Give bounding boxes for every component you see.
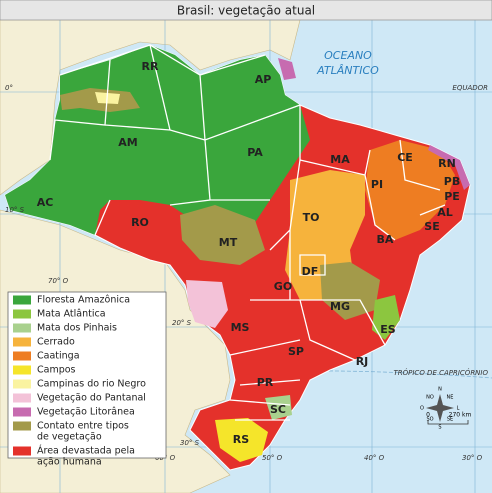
legend-label: Caatinga bbox=[37, 351, 80, 362]
state-label: CE bbox=[397, 151, 413, 164]
state-label: AL bbox=[437, 206, 453, 219]
state-borders bbox=[49, 44, 446, 421]
legend-label: Vegetação do Pantanal bbox=[37, 393, 146, 404]
legend-label: Vegetação Litorânea bbox=[37, 407, 135, 418]
legend-label: Campinas do rio Negro bbox=[37, 379, 146, 390]
state-label: RJ bbox=[356, 355, 369, 368]
state-label: AP bbox=[255, 73, 272, 86]
coordinate-label: 70° O bbox=[48, 277, 69, 285]
compass-rose bbox=[426, 394, 454, 422]
compass-point: S bbox=[438, 425, 441, 431]
compass-point: NO bbox=[426, 395, 434, 401]
title: Brasil: vegetação atual bbox=[177, 4, 315, 18]
compass-point: L bbox=[457, 406, 460, 412]
pantanal bbox=[186, 280, 228, 328]
legend-box bbox=[7, 291, 167, 459]
state-label: AC bbox=[37, 196, 54, 209]
state-label: PB bbox=[444, 175, 460, 188]
legend-swatch bbox=[13, 393, 31, 403]
scale-label: 0 bbox=[426, 412, 430, 419]
title-bar bbox=[0, 0, 492, 21]
tropic-label: TRÓPICO DE CAPRICÓRNIO bbox=[394, 368, 489, 377]
compass-point: SE bbox=[447, 417, 453, 423]
state-label: PA bbox=[247, 146, 263, 159]
coordinate-label: 30° O bbox=[462, 454, 483, 462]
legend-swatch bbox=[13, 309, 31, 319]
coordinate-label: 0° bbox=[5, 84, 13, 92]
state-label: PR bbox=[257, 376, 274, 389]
legend: Floresta Amazônica Mata Atlântica Mata dos… bbox=[7, 291, 167, 468]
scale-label: 270 km bbox=[449, 412, 472, 419]
legend-swatch bbox=[13, 421, 31, 431]
state-label: GO bbox=[274, 280, 292, 293]
legend-label: Floresta Amazônica bbox=[37, 295, 130, 306]
ocean-label: ATLÂNTICO bbox=[316, 64, 379, 77]
legend-swatch bbox=[13, 337, 31, 347]
coastal-vegetation bbox=[278, 58, 296, 80]
legend-label: de vegetação bbox=[37, 432, 102, 443]
state-label: MG bbox=[330, 300, 350, 313]
state-label: RR bbox=[142, 60, 159, 73]
state-label: RS bbox=[233, 433, 249, 446]
legend-label: Contato entre tipos bbox=[37, 421, 129, 432]
coordinate-label: 20° S bbox=[172, 319, 192, 327]
legend-swatch bbox=[13, 323, 31, 333]
coordinate-label: 40° O bbox=[364, 454, 385, 462]
compass-point: O bbox=[420, 406, 424, 412]
atlantic-forest bbox=[372, 295, 400, 340]
compass-point: SO bbox=[426, 417, 433, 423]
state-label: MS bbox=[231, 321, 250, 334]
legend-label: Campos bbox=[37, 365, 76, 376]
state-label: BA bbox=[377, 233, 394, 246]
coordinate-label: 10° S bbox=[5, 206, 25, 214]
campos bbox=[215, 418, 268, 462]
state-label: PI bbox=[371, 178, 383, 191]
ocean-label: OCEANO bbox=[324, 49, 372, 62]
legend-label: Mata Atlântica bbox=[37, 309, 106, 320]
coastal-vegetation bbox=[428, 145, 470, 190]
state-label: DF bbox=[302, 265, 319, 278]
legend-label: ação humana bbox=[37, 457, 102, 468]
state-label: MT bbox=[219, 236, 238, 249]
state-label: RO bbox=[131, 216, 149, 229]
legend-label: Cerrado bbox=[37, 337, 75, 348]
legend-swatch bbox=[13, 295, 31, 305]
state-label: AM bbox=[118, 136, 137, 149]
compass: N NE L SE S SO O NO bbox=[420, 387, 460, 431]
state-label: PE bbox=[444, 190, 460, 203]
equator-label: EQUADOR bbox=[452, 84, 488, 92]
contact-zone bbox=[180, 205, 265, 265]
state-label: SE bbox=[424, 220, 439, 233]
state-label: SP bbox=[288, 345, 304, 358]
legend-swatch bbox=[13, 379, 31, 389]
compass-point: N bbox=[438, 387, 442, 393]
legend-label: Área devastada pela bbox=[37, 445, 135, 457]
state-label: RN bbox=[438, 157, 456, 170]
pinhais bbox=[265, 395, 292, 420]
state-label: SC bbox=[270, 403, 286, 416]
scale-bar bbox=[427, 420, 469, 425]
legend-swatch bbox=[13, 407, 31, 417]
state-label: TO bbox=[303, 211, 320, 224]
contact-zone bbox=[320, 262, 380, 320]
coordinate-label: 30° S bbox=[180, 439, 200, 447]
state-label: ES bbox=[380, 323, 396, 336]
caatinga bbox=[365, 140, 455, 240]
legend-swatch bbox=[13, 351, 31, 361]
compass-point: NE bbox=[447, 395, 454, 401]
legend-swatch bbox=[13, 446, 31, 456]
legend-swatch bbox=[13, 365, 31, 375]
legend-label: Mata dos Pinhais bbox=[37, 323, 117, 334]
coordinate-label: 50° O bbox=[262, 454, 283, 462]
state-label: MA bbox=[330, 153, 350, 166]
